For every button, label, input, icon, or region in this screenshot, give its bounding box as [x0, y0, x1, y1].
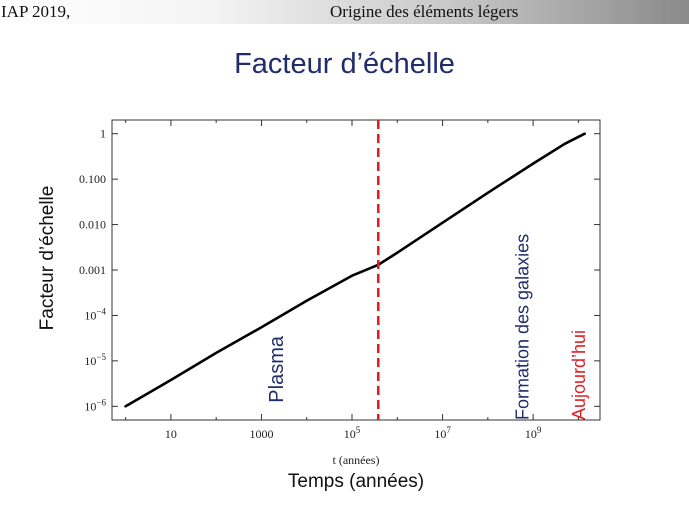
x-tick-label: 10 — [165, 427, 177, 441]
y-tick-label: 0.010 — [79, 218, 106, 232]
chart-annotation-0: Plasma — [266, 335, 288, 403]
x-tick-label: 1000 — [249, 427, 273, 441]
chart-annotation-1: Formation des galaxies — [513, 234, 533, 420]
header-right-text: Origine des éléments légers — [330, 2, 519, 21]
y-tick-label: 10−5 — [84, 352, 106, 368]
x-tick-label: 105 — [344, 425, 361, 441]
x-axis-label: t (années) — [333, 453, 380, 467]
ticks-layer: 10 1000 105 107 109 10−6 10−5 10−4 0.001 0.010 0.1… — [79, 120, 600, 441]
y-tick-label: 0.001 — [79, 263, 106, 277]
y-tick-label: 10−6 — [84, 397, 106, 413]
chart-annotation-2: Aujourd’hui — [569, 330, 589, 420]
y-axis-label: Facteur d’échelle — [37, 186, 58, 331]
y-tick-label: 10−4 — [84, 306, 106, 322]
annotation-layer: Plasma Formation des galaxies Aujourd’hui — [266, 234, 589, 420]
header-bar: IAP 2019, Origine des éléments légers — [0, 0, 689, 24]
slide-title: Facteur d’échelle — [234, 48, 455, 80]
y-tick-label: 0.100 — [79, 172, 106, 186]
y-tick-label: 1 — [100, 127, 106, 141]
header-left-text: IAP 2019, — [1, 2, 71, 21]
x-axis-slide-label: Temps (années) — [288, 471, 424, 492]
x-tick-label: 107 — [434, 425, 451, 441]
x-tick-label: 109 — [525, 425, 542, 441]
